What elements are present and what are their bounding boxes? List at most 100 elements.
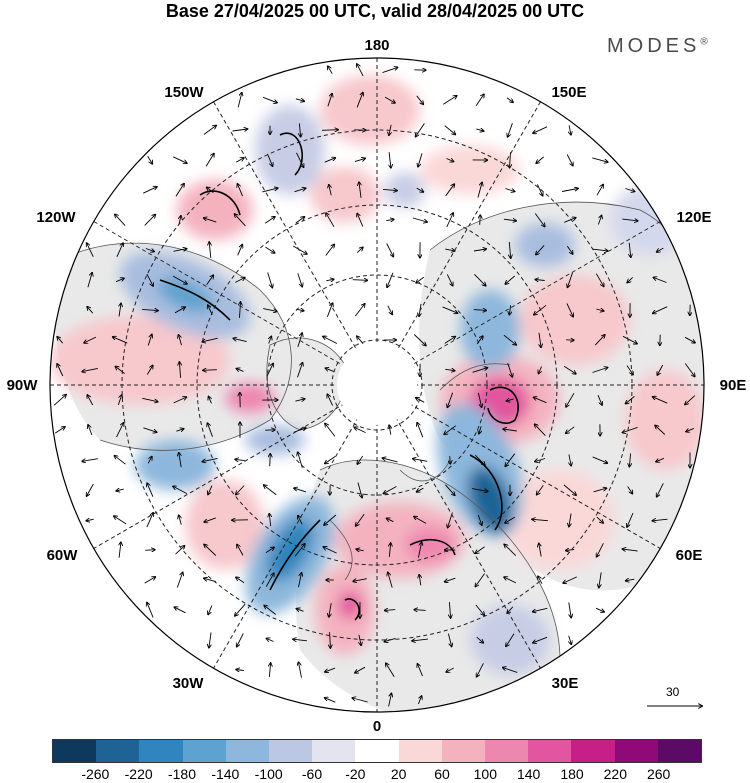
wind-vector bbox=[325, 698, 336, 703]
wind-vector bbox=[539, 544, 541, 557]
wind-vector bbox=[597, 394, 602, 405]
wind-vector bbox=[443, 96, 456, 105]
lon-label-30e: 30E bbox=[552, 675, 579, 692]
wind-vector bbox=[385, 610, 396, 611]
wind-vector bbox=[509, 305, 510, 314]
wind-vector bbox=[504, 544, 517, 556]
wind-vector bbox=[298, 516, 303, 525]
wind-vector bbox=[115, 367, 125, 374]
wind-vector bbox=[477, 392, 481, 407]
wind-vector bbox=[54, 427, 65, 434]
anomaly-negative bbox=[460, 290, 520, 370]
wind-vector bbox=[207, 187, 214, 193]
wind-vector bbox=[592, 368, 608, 373]
lon-label-60e: 60E bbox=[676, 547, 703, 564]
wind-vector bbox=[267, 272, 273, 288]
wind-vector bbox=[235, 214, 246, 227]
wind-vector bbox=[446, 159, 454, 162]
colorbar-tick-label: 60 bbox=[434, 766, 450, 782]
wind-vector bbox=[179, 216, 181, 225]
wind-vector bbox=[233, 338, 247, 343]
pole-area bbox=[337, 345, 417, 425]
wind-vector bbox=[235, 459, 245, 460]
wind-vector bbox=[592, 456, 608, 463]
wind-vector bbox=[506, 633, 515, 647]
wind-vector bbox=[357, 214, 364, 227]
anomaly-negative bbox=[255, 105, 325, 195]
anomaly-negative bbox=[245, 425, 305, 455]
wind-vector bbox=[414, 517, 427, 524]
wind-vector bbox=[386, 243, 394, 257]
wind-vector bbox=[116, 423, 124, 438]
wind-vector bbox=[87, 307, 94, 314]
wind-vector bbox=[629, 242, 631, 257]
wind-vector bbox=[202, 457, 218, 461]
wind-vector bbox=[503, 668, 518, 673]
anomaly-positive bbox=[338, 591, 362, 619]
wind-vector bbox=[388, 694, 392, 707]
wind-vector bbox=[179, 362, 180, 378]
wind-vector bbox=[566, 245, 572, 254]
colorbar-tick-label: 140 bbox=[516, 766, 541, 782]
wind-vector bbox=[82, 367, 98, 371]
wind-vector bbox=[475, 573, 485, 587]
wind-vector bbox=[473, 310, 486, 311]
wind-vector bbox=[143, 427, 156, 432]
anomaly-positive bbox=[505, 470, 615, 570]
wind-vector bbox=[535, 280, 545, 281]
wind-vector bbox=[147, 457, 152, 464]
wind-vector bbox=[473, 249, 486, 251]
wind-vector bbox=[389, 543, 390, 557]
wind-vector bbox=[594, 335, 604, 346]
wind-vector bbox=[204, 517, 216, 522]
wind-vector bbox=[298, 573, 302, 588]
wind-vector bbox=[596, 309, 603, 311]
wind-vector bbox=[265, 547, 274, 553]
wind-vector bbox=[445, 249, 454, 251]
wind-vector bbox=[352, 280, 368, 281]
wind-vector bbox=[325, 245, 334, 256]
wind-vector bbox=[330, 632, 331, 648]
colorbar-segment bbox=[657, 740, 702, 762]
wind-vector bbox=[356, 247, 363, 253]
colorbar-segment bbox=[225, 740, 270, 762]
colorbar-segment bbox=[441, 740, 486, 762]
colorbar-tick-label: 100 bbox=[473, 766, 498, 782]
wind-vector bbox=[563, 365, 576, 374]
wind-vector bbox=[622, 335, 637, 343]
anomaly-positive bbox=[225, 383, 275, 413]
wind-vector bbox=[235, 278, 244, 283]
wind-vector bbox=[297, 333, 302, 348]
wind-vector bbox=[352, 698, 368, 703]
anomaly-negative bbox=[157, 277, 213, 313]
wind-vector bbox=[623, 426, 638, 432]
wind-vector bbox=[535, 424, 546, 437]
wind-vector bbox=[686, 427, 695, 431]
wind-vector bbox=[146, 273, 153, 286]
wind-vector bbox=[626, 396, 635, 403]
colorbar-segment bbox=[96, 740, 140, 762]
wind-vector bbox=[479, 426, 481, 433]
wind-vector bbox=[563, 484, 576, 495]
land-greenland bbox=[266, 337, 346, 430]
wind-vector bbox=[267, 153, 273, 166]
anomaly-field bbox=[50, 75, 704, 675]
wind-vector bbox=[203, 370, 217, 371]
wind-vector bbox=[172, 275, 187, 284]
wind-vector bbox=[297, 273, 302, 286]
wind-vector bbox=[388, 572, 393, 588]
wind-vector bbox=[505, 275, 515, 284]
colorbar-segment bbox=[398, 740, 442, 762]
wind-vector bbox=[209, 242, 211, 258]
wind-vector bbox=[263, 308, 277, 312]
wind-vector bbox=[536, 245, 545, 254]
wind-vector bbox=[53, 395, 66, 406]
wind-vector bbox=[445, 577, 456, 582]
lon-label-120e: 120E bbox=[676, 209, 711, 226]
wind-vector bbox=[449, 602, 450, 618]
wind-vector bbox=[264, 606, 276, 615]
wind-vector bbox=[595, 607, 604, 612]
wind-vector bbox=[323, 337, 338, 344]
wind-vector bbox=[356, 549, 364, 551]
